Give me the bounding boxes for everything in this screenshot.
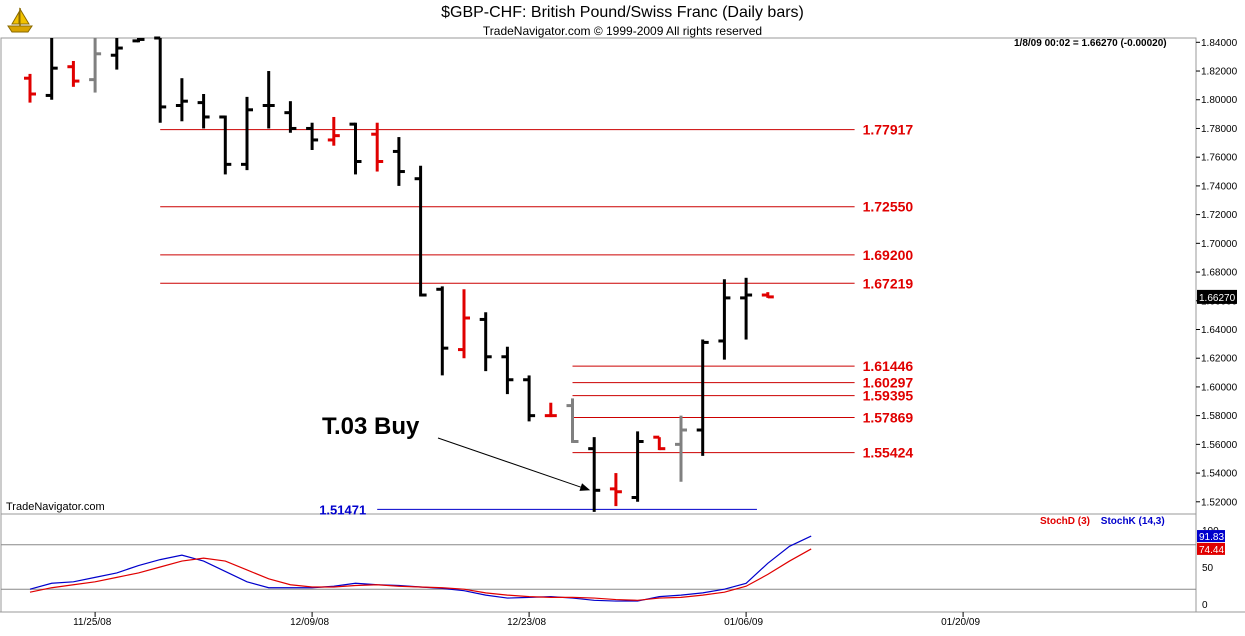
last-price-box [1197, 289, 1237, 304]
x-axis-tick-label: 12/09/08 [290, 617, 329, 628]
x-axis-tick-label: 12/23/08 [507, 617, 546, 628]
y-axis-tick-label: 1.78000 [1201, 124, 1238, 135]
level-label: 1.77917 [863, 122, 914, 138]
annotation-arrowhead [579, 483, 591, 491]
stoch-axis-tick-label: 50 [1202, 563, 1214, 574]
stoch-d-value: 74.44 [1199, 545, 1224, 556]
y-axis-tick-label: 1.76000 [1201, 153, 1238, 164]
y-axis-tick-label: 1.58000 [1201, 411, 1238, 422]
y-axis-tick-label: 1.56000 [1201, 440, 1238, 451]
y-axis-tick-label: 1.80000 [1201, 95, 1238, 106]
y-axis-tick-label: 1.84000 [1201, 38, 1238, 49]
stoch-k-value-box [1197, 530, 1225, 543]
level-label: 1.55424 [863, 445, 914, 461]
stoch-series-line [29, 535, 812, 602]
level-label: 1.67219 [863, 275, 914, 291]
y-axis-tick-label: 1.62000 [1201, 354, 1238, 365]
level-label: 1.72550 [863, 199, 914, 215]
trade-navigator-ship-icon [7, 7, 33, 33]
annotation-arrow-line [437, 437, 585, 489]
price-readout: 1/8/09 00:02 = 1.66270 (-0.00020) [1014, 38, 1167, 49]
y-axis-tick-label: 1.60000 [1201, 382, 1238, 393]
y-axis-tick-label: 1.52000 [1201, 497, 1238, 508]
level-label: 1.57869 [863, 410, 914, 426]
stoch-panel-border [0, 513, 1197, 613]
x-axis-tick-label: 11/25/08 [73, 617, 112, 628]
stoch-axis-tick-label: 0 [1202, 600, 1208, 611]
stoch-k-value: 91.83 [1199, 532, 1224, 543]
last-price-label: 1.66270 [1199, 293, 1236, 304]
legend-stoch-d: StochD (3) [1040, 516, 1090, 527]
stoch-d-value-box [1197, 542, 1225, 555]
annotation-label: T.03 Buy [322, 413, 420, 440]
y-axis-tick-label: 1.68000 [1201, 268, 1238, 279]
y-axis-tick-label: 1.74000 [1201, 181, 1238, 192]
level-label: 1.59395 [863, 388, 914, 404]
level-label: 1.60297 [863, 375, 914, 391]
x-axis-tick-label: 01/06/09 [724, 617, 763, 628]
level-label: 1.61446 [863, 358, 914, 374]
chart-title: $GBP-CHF: British Pound/Swiss Franc (Dai… [441, 4, 804, 21]
legend-stoch-k: StochK (14,3) [1100, 516, 1165, 527]
chart-subtitle: TradeNavigator.com © 1999-2009 All right… [482, 24, 763, 38]
y-axis-tick-label: 1.64000 [1201, 325, 1238, 336]
stochastic-legend: StochD (3) StochK (14,3) [1040, 516, 1165, 527]
y-axis-tick-label: 1.82000 [1201, 67, 1238, 78]
x-axis-tick-label: 01/20/09 [941, 617, 980, 628]
level-label: 1.69200 [863, 247, 914, 263]
y-axis-tick-label: 1.70000 [1201, 239, 1238, 250]
watermark-text: TradeNavigator.com [6, 501, 105, 513]
y-axis-tick-label: 1.54000 [1201, 469, 1238, 480]
stoch-series-line [29, 548, 812, 601]
price-panel-border [0, 37, 1197, 515]
y-axis-tick-label: 1.72000 [1201, 210, 1238, 221]
level-label: 1.51471 [319, 502, 366, 517]
